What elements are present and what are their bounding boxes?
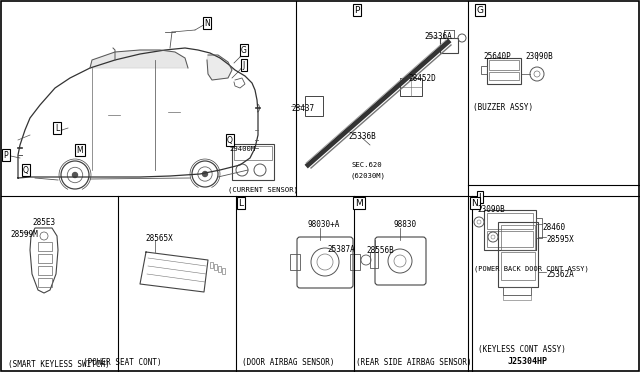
- Bar: [222, 268, 225, 274]
- Bar: [501, 225, 535, 250]
- Bar: [487, 58, 521, 84]
- Polygon shape: [207, 55, 232, 80]
- Text: 25336A: 25336A: [424, 32, 452, 41]
- Text: 23090B: 23090B: [525, 52, 553, 61]
- Text: M: M: [77, 145, 83, 154]
- Text: 28595X: 28595X: [546, 235, 573, 244]
- Text: P: P: [4, 151, 8, 160]
- Bar: [350, 254, 360, 270]
- Text: 28565X: 28565X: [145, 234, 173, 243]
- Text: 28437: 28437: [291, 104, 314, 113]
- Bar: [481, 66, 487, 74]
- Text: G: G: [241, 45, 247, 55]
- Bar: [232, 144, 274, 180]
- Text: (DOOR AIRBAG SENSOR): (DOOR AIRBAG SENSOR): [242, 358, 335, 367]
- Text: J: J: [479, 192, 481, 202]
- Text: (BUZZER ASSY): (BUZZER ASSY): [473, 103, 533, 112]
- Bar: [440, 38, 458, 53]
- Text: 25336B: 25336B: [348, 132, 376, 141]
- Text: P: P: [355, 6, 360, 15]
- Text: 28599M: 28599M: [10, 230, 38, 239]
- Text: J25304HP: J25304HP: [508, 357, 548, 366]
- Bar: [214, 264, 217, 270]
- Circle shape: [202, 171, 207, 176]
- Text: 29400M: 29400M: [229, 146, 255, 152]
- Text: 23090B: 23090B: [477, 205, 505, 214]
- Bar: [38, 278, 52, 287]
- Bar: [210, 262, 213, 268]
- Bar: [38, 266, 52, 275]
- Text: (KEYLESS CONT ASSY): (KEYLESS CONT ASSY): [478, 345, 566, 354]
- Text: 98030+A: 98030+A: [307, 220, 339, 229]
- Text: J: J: [243, 61, 245, 70]
- Bar: [501, 252, 535, 280]
- Text: 285E3: 285E3: [32, 218, 55, 227]
- Text: M: M: [355, 199, 363, 208]
- Text: (POWER SEAT CONT): (POWER SEAT CONT): [83, 358, 161, 367]
- Text: (CURRENT SENSOR): (CURRENT SENSOR): [228, 186, 298, 192]
- Bar: [400, 78, 422, 96]
- Text: G: G: [477, 6, 483, 15]
- Text: 28556B: 28556B: [366, 246, 394, 255]
- Bar: [489, 60, 519, 70]
- Text: 28460: 28460: [542, 223, 565, 232]
- Text: SEC.620: SEC.620: [352, 162, 383, 168]
- Bar: [305, 96, 323, 116]
- Bar: [503, 287, 531, 295]
- Bar: [536, 218, 542, 238]
- Text: 25640P: 25640P: [483, 52, 511, 61]
- Bar: [489, 72, 519, 80]
- Text: (POWER BACK DOOR CONT ASSY): (POWER BACK DOOR CONT ASSY): [474, 265, 589, 272]
- Polygon shape: [90, 50, 188, 68]
- Text: L: L: [55, 124, 59, 132]
- Text: N: N: [472, 199, 478, 208]
- Text: (REAR SIDE AIRBAG SENSOR): (REAR SIDE AIRBAG SENSOR): [356, 358, 472, 367]
- Bar: [503, 295, 531, 300]
- Text: Q: Q: [227, 135, 233, 144]
- Text: (SMART KEYLESS SWITCH): (SMART KEYLESS SWITCH): [8, 360, 109, 369]
- Bar: [487, 213, 533, 229]
- Text: 28452D: 28452D: [408, 74, 436, 83]
- Bar: [487, 231, 533, 247]
- Circle shape: [72, 173, 77, 177]
- Bar: [484, 210, 536, 250]
- Text: Q: Q: [23, 166, 29, 174]
- Text: 98830: 98830: [393, 220, 416, 229]
- Bar: [234, 146, 272, 160]
- Text: N: N: [204, 19, 210, 28]
- Text: 25362A: 25362A: [546, 270, 573, 279]
- Bar: [290, 254, 300, 270]
- Bar: [218, 266, 221, 272]
- Bar: [370, 252, 378, 268]
- Bar: [38, 242, 52, 251]
- Text: (62030M): (62030M): [350, 172, 385, 179]
- Text: 25387A: 25387A: [327, 245, 355, 254]
- Bar: [498, 222, 538, 287]
- Bar: [38, 254, 52, 263]
- Text: L: L: [239, 199, 243, 208]
